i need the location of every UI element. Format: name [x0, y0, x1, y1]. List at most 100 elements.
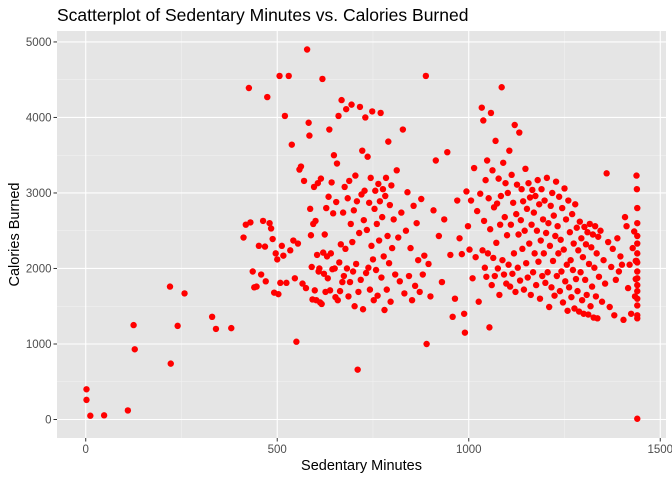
data-point	[393, 167, 400, 174]
data-point	[349, 238, 356, 246]
data-point	[367, 174, 374, 182]
data-point	[299, 280, 306, 287]
data-point	[588, 283, 596, 290]
data-point	[522, 165, 529, 173]
data-point	[536, 295, 544, 302]
data-point	[549, 257, 557, 265]
data-point	[454, 197, 461, 204]
data-point	[340, 272, 348, 280]
data-point	[355, 288, 362, 296]
data-point	[303, 46, 311, 53]
data-point	[576, 218, 584, 225]
data-point	[483, 157, 491, 164]
data-point	[552, 178, 560, 185]
data-point	[324, 275, 331, 282]
data-point	[338, 96, 345, 104]
points-layer	[83, 46, 641, 422]
data-point	[493, 239, 500, 247]
data-point	[369, 108, 376, 115]
data-point	[526, 240, 533, 247]
data-point	[521, 227, 528, 234]
data-point	[587, 303, 594, 310]
data-point	[552, 232, 559, 240]
data-point	[372, 266, 380, 274]
data-point	[253, 283, 260, 290]
data-point	[524, 274, 531, 281]
x-tick-label: 1000	[456, 444, 482, 456]
data-point	[460, 310, 468, 317]
data-point	[617, 253, 624, 260]
data-point	[318, 300, 325, 308]
data-point	[339, 278, 346, 286]
data-point	[267, 225, 275, 232]
data-point	[370, 296, 377, 304]
data-point	[572, 201, 579, 208]
data-point	[375, 180, 382, 188]
data-point	[562, 278, 569, 285]
data-point	[531, 250, 538, 257]
data-point	[634, 240, 641, 247]
data-point	[293, 338, 300, 345]
data-point	[346, 177, 353, 185]
data-point	[604, 238, 612, 246]
data-point	[421, 252, 428, 259]
data-point	[496, 221, 504, 228]
data-point	[350, 207, 358, 214]
data-point	[334, 296, 341, 304]
data-point	[349, 268, 357, 275]
data-point	[174, 322, 181, 330]
data-point	[594, 315, 601, 322]
data-point	[621, 213, 629, 221]
data-point	[382, 192, 389, 200]
data-point	[396, 278, 404, 285]
data-point	[488, 281, 495, 289]
data-point	[274, 256, 281, 263]
data-point	[584, 229, 591, 236]
data-point	[496, 291, 503, 299]
data-point	[585, 311, 592, 318]
data-point	[240, 234, 247, 241]
data-point	[291, 275, 299, 282]
data-point	[557, 236, 564, 243]
data-point	[522, 259, 530, 267]
data-point	[554, 222, 561, 230]
data-point	[308, 263, 315, 271]
data-point	[373, 220, 381, 228]
data-point	[512, 288, 519, 296]
data-point	[523, 205, 531, 213]
data-point	[419, 271, 426, 278]
data-point	[264, 93, 271, 101]
data-point	[489, 167, 496, 174]
data-point	[516, 277, 524, 284]
data-point	[466, 246, 473, 253]
data-point	[484, 250, 492, 257]
data-point	[541, 197, 548, 204]
data-point	[311, 287, 318, 294]
data-point	[401, 290, 408, 297]
data-point	[317, 175, 325, 182]
data-point	[598, 298, 606, 305]
data-point	[356, 103, 364, 111]
data-point	[595, 233, 602, 240]
data-point	[618, 261, 626, 268]
data-point	[280, 252, 287, 259]
data-point	[497, 192, 505, 200]
data-point	[544, 269, 551, 276]
data-point	[565, 284, 573, 291]
data-point	[306, 205, 314, 213]
data-point	[634, 250, 641, 257]
data-point	[615, 268, 623, 275]
y-axis-ticks: 0 1000 2000 3000 4000 5000	[26, 37, 57, 427]
data-point	[546, 242, 554, 250]
data-point	[392, 271, 399, 278]
data-point	[634, 287, 641, 295]
data-point	[124, 407, 132, 414]
data-point	[385, 138, 392, 145]
data-point	[539, 272, 546, 280]
data-point	[589, 231, 597, 238]
data-point	[416, 288, 423, 296]
data-point	[593, 250, 600, 257]
data-point	[339, 209, 347, 216]
data-point	[606, 303, 613, 311]
data-point	[314, 179, 322, 187]
